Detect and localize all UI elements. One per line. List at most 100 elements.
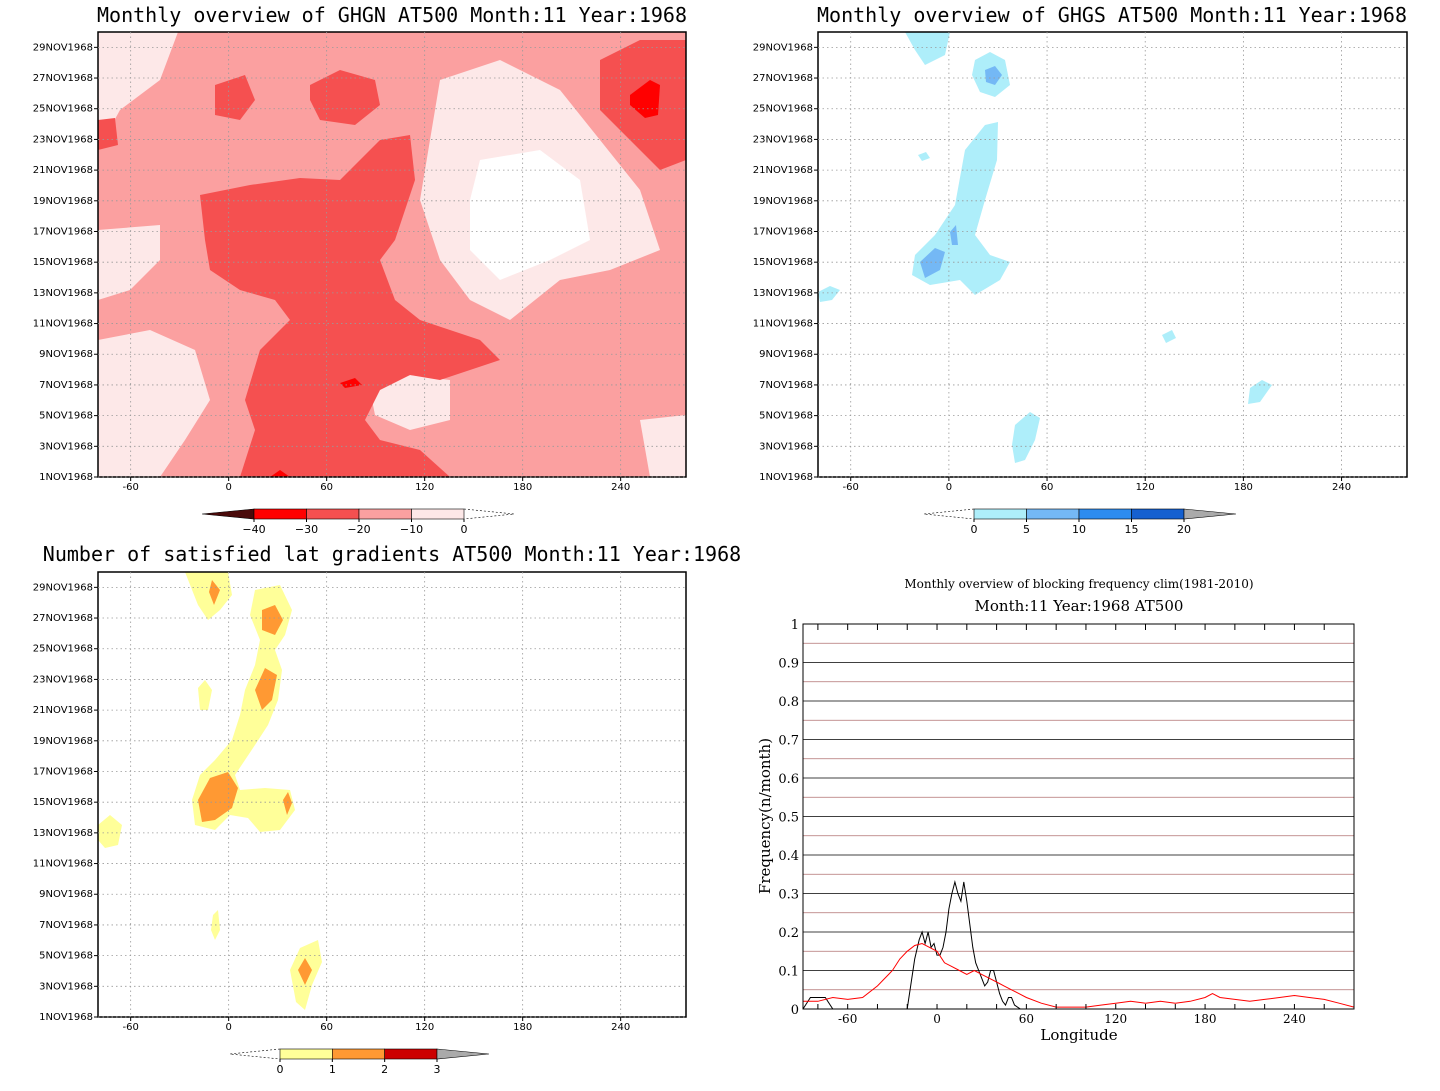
ghgn-colorbar-end	[201, 508, 255, 520]
lat-gradients-x-tick-label: 180	[513, 1022, 532, 1033]
ghgs-y-tick-label: 27NOV1968	[753, 73, 813, 84]
ghgn-axes: -60 0 60 120 180 240 1NOV1968 3NOV1968 5NOV1968 7…	[33, 42, 630, 493]
ghgn-fill-light	[370, 375, 450, 430]
ghgs-y-tick-label: 1NOV1968	[759, 472, 813, 483]
ghgn-y-tick-label: 17NOV1968	[33, 226, 93, 237]
ghgn-y-tick-label: 1NOV1968	[39, 472, 93, 483]
blocking-x-tick-label: 120	[1104, 1012, 1127, 1026]
lat-gradients-x-tick-label: -60	[122, 1022, 138, 1033]
ghgs-y-tick-label: 29NOV1968	[753, 42, 813, 53]
blocking-y-tick-label: 1	[791, 618, 799, 633]
lat-gradients-colorbar-label: 2	[381, 1063, 388, 1076]
lat-gradients-axes: -60 0 60 120 180 240 1NOV1968 3NOV1968 5NOV1968 7…	[33, 582, 630, 1033]
lat-gradients-y-tick-label: 23NOV1968	[33, 674, 93, 685]
ghgn-colorbar-open-end	[463, 508, 515, 520]
lat-gradients-y-tick-label: 13NOV1968	[33, 828, 93, 839]
ghgs-fill-low	[905, 32, 950, 65]
ghgs-x-tick-label: -60	[843, 482, 859, 493]
panel-ghgn: Monthly overview of GHGN AT500 Month:11 …	[33, 3, 687, 536]
ghgs-y-tick-label: 13NOV1968	[753, 288, 813, 299]
blocking-y-tick-label: 0.7	[778, 734, 799, 749]
lat-gradients-x-tick-label: 120	[415, 1022, 434, 1033]
ghgn-field	[98, 32, 686, 477]
lat-gradients-colorbar-label: 3	[434, 1063, 441, 1076]
ghgs-axes: -60 0 60 120 180 240 1NOV1968 3NOV1968 5NOV1968 7…	[753, 42, 1351, 493]
lat-gradients-y-tick-label: 25NOV1968	[33, 644, 93, 655]
lat-gradients-frame	[97, 571, 687, 1018]
ghgn-colorbar-label: −30	[295, 523, 318, 536]
ghgn-fill-light	[470, 150, 590, 280]
ghgn-fill-red	[270, 470, 290, 477]
ghgs-x-tick-label: 120	[1136, 482, 1155, 493]
blocking-series-red-line	[803, 942, 1355, 1008]
lat-gradients-y-tick-label: 29NOV1968	[33, 582, 93, 593]
blocking-y-tick-label: 0.2	[778, 926, 799, 941]
lat-gradients-y-tick-label: 11NOV1968	[33, 859, 93, 870]
ghgn-fill-dark	[200, 135, 500, 477]
ghgs-fill-mid	[950, 225, 958, 245]
ghgn-colorbar-label: −40	[242, 523, 265, 536]
lat-gradients-colorbar-label: 0	[277, 1063, 284, 1076]
ghgs-colorbar: 0 5 10 15 20	[923, 508, 1237, 536]
lat-gradients-y-tick-label: 21NOV1968	[33, 705, 93, 716]
lat-gradients-y-tick-label: 5NOV1968	[39, 951, 93, 962]
ghgn-y-tick-label: 7NOV1968	[39, 380, 93, 391]
ghgs-colorbar-open-end	[923, 508, 975, 520]
ghgn-x-tick-label: 120	[415, 482, 434, 493]
ghgs-colorbar-label: 10	[1072, 523, 1086, 536]
ghgn-fill-light	[640, 415, 686, 477]
ghgs-y-tick-label: 3NOV1968	[759, 441, 813, 452]
ghgn-x-tick-label: 60	[320, 482, 333, 493]
panel-lat-gradients: Number of satisfied lat gradients AT500 …	[33, 542, 741, 1076]
ghgn-x-tick-label: 180	[513, 482, 532, 493]
blocking-series-black-line	[802, 880, 1027, 1010]
panel-ghgs: Monthly overview of GHGS AT500 Month:11 …	[753, 3, 1408, 536]
ghgn-colorbar-swatch	[306, 508, 360, 520]
ghgs-x-tick-label: 0	[946, 482, 952, 493]
lat-gradients-y-tick-label: 15NOV1968	[33, 797, 93, 808]
ghgs-grid	[818, 32, 1407, 478]
ghgs-title: Monthly overview of GHGS AT500 Month:11 …	[817, 3, 1407, 27]
ghgs-fill-mid	[985, 66, 1002, 85]
ghgs-x-tick-label: 240	[1332, 482, 1351, 493]
ghgn-y-tick-label: 29NOV1968	[33, 42, 93, 53]
ghgn-y-tick-label: 15NOV1968	[33, 257, 93, 268]
lat-gradients-y-tick-label: 7NOV1968	[39, 920, 93, 931]
ghgs-colorbar-label: 0	[971, 523, 978, 536]
lat-gradients-grid	[98, 572, 686, 1018]
blocking-series	[802, 880, 1355, 1010]
ghgn-x-tick-label: 0	[225, 482, 231, 493]
blocking-frame	[802, 623, 1355, 1010]
ghgn-y-tick-label: 21NOV1968	[33, 165, 93, 176]
ghgs-y-tick-label: 25NOV1968	[753, 104, 813, 115]
ghgn-y-tick-label: 13NOV1968	[33, 288, 93, 299]
lat-fill-low	[185, 572, 232, 620]
ghgs-fill-low	[818, 286, 840, 302]
blocking-y-tick-label: 0.5	[778, 811, 799, 826]
ghgs-colorbar-label: 15	[1125, 523, 1139, 536]
ghgn-fill-light	[98, 32, 178, 150]
lat-fill-mid	[262, 605, 283, 635]
ghgs-y-tick-label: 19NOV1968	[753, 196, 813, 207]
ghgs-colorbar-end	[1183, 508, 1237, 520]
lat-gradients-y-tick-label: 17NOV1968	[33, 766, 93, 777]
ghgs-fill-low	[1162, 330, 1176, 343]
ghgs-y-tick-label: 9NOV1968	[759, 349, 813, 360]
lat-gradients-y-tick-label: 19NOV1968	[33, 736, 93, 747]
lat-gradients-colorbar: 0 1 2 3	[229, 1048, 490, 1076]
blocking-xlabel: Longitude	[1040, 1026, 1117, 1044]
ghgs-y-tick-label: 7NOV1968	[759, 380, 813, 391]
ghgs-colorbar-label: 20	[1177, 523, 1191, 536]
ghgn-y-tick-label: 11NOV1968	[33, 319, 93, 330]
ghgs-y-tick-label: 15NOV1968	[753, 257, 813, 268]
lat-fill-low	[192, 585, 295, 832]
ghgn-x-tick-label: -60	[122, 482, 138, 493]
ghgs-x-tick-label: 60	[1041, 482, 1054, 493]
lat-gradients-colorbar-swatch	[332, 1048, 385, 1060]
blocking-x-tick-label: 180	[1194, 1012, 1217, 1026]
lat-gradients-colorbar-open-end	[229, 1048, 281, 1060]
ghgn-fill-dark	[310, 70, 380, 125]
ghgs-field	[818, 32, 1272, 463]
lat-gradients-title: Number of satisfied lat gradients AT500 …	[43, 542, 741, 566]
blocking-x-tick-label: 0	[933, 1012, 941, 1026]
